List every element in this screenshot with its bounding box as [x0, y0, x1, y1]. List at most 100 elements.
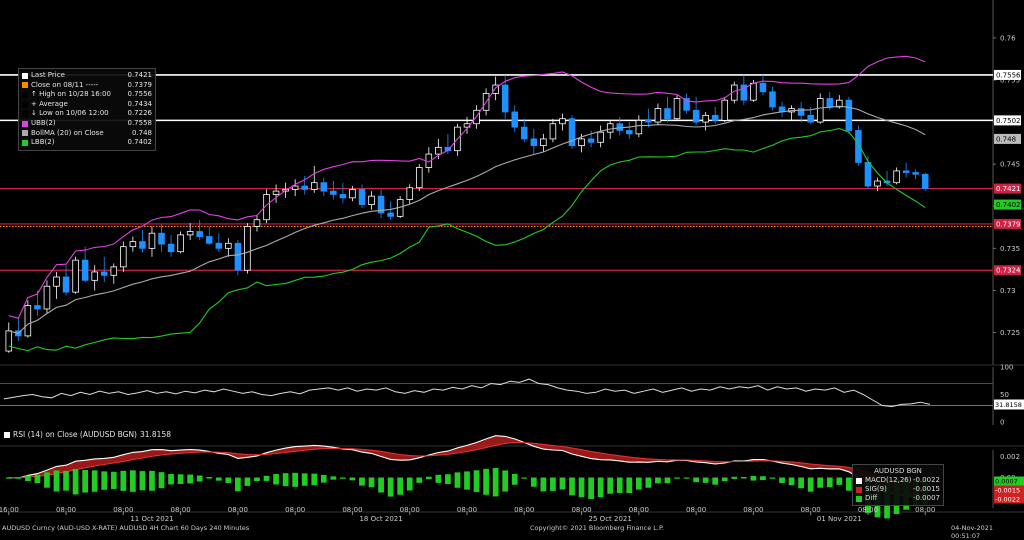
rsi-tag-label: 31.8158 [995, 401, 1022, 409]
candle-body [215, 242, 223, 249]
candle-body [139, 241, 146, 249]
lower-bollinger-band [8, 128, 926, 352]
candle-body [272, 190, 280, 195]
candle-body [912, 172, 919, 175]
legend-item: LBB(2) 0.7402 [22, 138, 152, 148]
price-tag [994, 115, 1021, 126]
x-tick-label: 08:00 [686, 506, 706, 514]
macd-diff-bar [254, 477, 260, 482]
macd-diff-bar [626, 477, 633, 494]
macd-legend-label: Diff [865, 494, 878, 502]
y-tick-label: 0.725 [1000, 329, 1020, 337]
macd-tag [994, 476, 1024, 486]
macd-diff-bar [483, 468, 489, 495]
legend-item: UBB(2) 0.7558 [22, 119, 152, 129]
candle-body [72, 259, 79, 293]
macd-diff-bar [683, 477, 690, 479]
legend-label: BollMA (20) on Close [31, 128, 104, 137]
macd-diff-bar [702, 477, 709, 483]
price-tag [994, 218, 1021, 229]
macd-diff-bar [521, 477, 528, 479]
macd-diff-bar [244, 477, 251, 486]
macd-diff-bar [368, 477, 375, 488]
rsi-label: RSI (14) on Close (AUDUSD BGN) 31.8158 [4, 430, 171, 439]
price-tag-label: 0.7379 [996, 220, 1021, 228]
rsi-tick-label: 50 [1000, 391, 1009, 399]
legend-value: 0.7558 [127, 118, 153, 127]
candle-body [81, 259, 89, 281]
macd-diff-bar [359, 477, 365, 486]
candle-body [53, 276, 60, 287]
candle-body [626, 130, 633, 135]
macd-diff-bar [760, 476, 766, 481]
footer-left: AUDUSD Curncy (AUD-USD X-RATE) AUDUSD 4H… [2, 524, 250, 532]
macd-legend-swatch [856, 495, 862, 502]
candle-body [416, 167, 423, 189]
legend-item: BollMA (20) on Close 0.748 [22, 129, 152, 139]
macd-diff-bar [769, 477, 776, 479]
legend-label: LBB(2) [31, 138, 55, 147]
macd-diff-bar [196, 475, 203, 482]
macd-diff-bar [406, 477, 413, 491]
macd-legend-item: SIG(9) -0.0015 [856, 485, 940, 494]
candle-body [435, 146, 442, 155]
macd-diff-bar [416, 477, 423, 483]
macd-diff-bar [311, 473, 318, 486]
candle-body [807, 114, 814, 123]
macd-diff-bar [101, 471, 108, 490]
candle-body [530, 138, 538, 147]
x-tick-label: 08:00 [801, 506, 821, 514]
rsi-line [3, 378, 931, 408]
price-tag [994, 133, 1021, 144]
candle-body [893, 170, 900, 184]
macd-legend-label: SIG(9) [865, 485, 887, 493]
x-tick-label: 08:00 [858, 506, 878, 514]
candle-body [606, 123, 614, 133]
x-axis: 16:00 08:00 08:00 08:00 08:00 08:00 08:00 08:00… [0, 506, 935, 523]
candle-body [683, 98, 690, 111]
candle-body [874, 180, 881, 187]
legend-value: 0.748 [131, 128, 152, 137]
macd-tag-label: -0.0015 [995, 487, 1020, 495]
rsi-tick-label: 100 [1000, 364, 1013, 372]
candle-body [635, 119, 643, 135]
macd-legend: AUDUSD BGN MACD(12,26) -0.0022 SIG(9) -0.00… [852, 464, 944, 506]
candle-body [387, 212, 394, 217]
price-tag-label: 0.7556 [996, 71, 1021, 79]
candle-body [692, 109, 700, 123]
legend-label: UBB(2) [31, 118, 56, 127]
macd-diff-bar [349, 477, 356, 481]
candle-body [540, 138, 547, 147]
y-tick-label: 0.755 [1000, 76, 1020, 84]
macd-diff-bar [464, 471, 470, 490]
x-tick-label: 08:00 [342, 506, 362, 514]
candle-body [769, 91, 776, 108]
legend-swatch [22, 111, 28, 118]
candle-body [711, 114, 719, 121]
candle-body [368, 195, 375, 205]
x-tick-label: 08:00 [457, 506, 477, 514]
macd-diff-bar [120, 470, 127, 491]
macd-diff-bar [168, 474, 174, 485]
candle-body [921, 173, 929, 189]
macd-tag-label: 0.0007 [995, 478, 1018, 486]
rsi-panel: 100 50 0 31.8158 [0, 364, 1024, 447]
legend-swatch [22, 130, 28, 137]
macd-diff-bar [788, 477, 795, 486]
macd-diff-bar [177, 474, 184, 484]
macd-legend-value: -0.0015 [912, 485, 940, 493]
macd-diff-bar [139, 471, 146, 491]
x-tick-label: 08:00 [629, 506, 649, 514]
macd-diff-bar [798, 477, 804, 489]
x-tick-label: 08:00 [915, 506, 935, 514]
legend-label: Close on 08/11 ----- [31, 80, 99, 89]
legend-swatch [22, 82, 28, 89]
rsi-tag [994, 399, 1024, 410]
macd-diff-bar [492, 468, 499, 497]
macd-tick-label: 0.002 [1000, 453, 1020, 461]
candle-body [196, 231, 203, 237]
candle-body [234, 242, 242, 271]
candle-body [205, 236, 213, 244]
rsi-label-text: RSI (14) on Close (AUDUSD BGN) [13, 430, 137, 439]
legend-swatch [22, 72, 28, 79]
